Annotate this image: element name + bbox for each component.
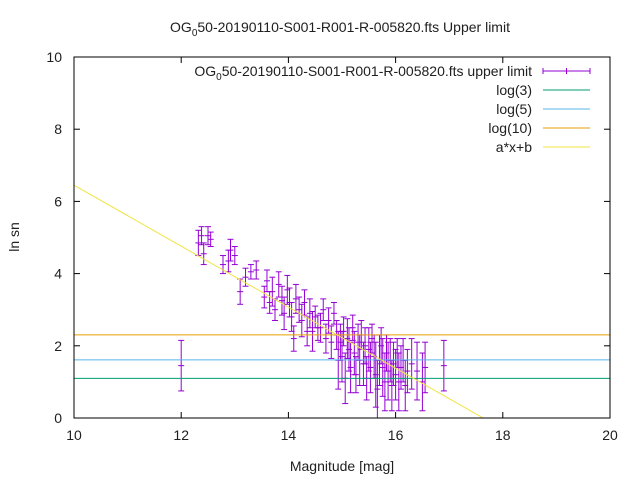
x-tick-label: 12 xyxy=(173,427,189,443)
y-axis-label: ln sn xyxy=(6,222,22,252)
legend-label-main: log(10) xyxy=(488,120,532,136)
y-tick-label: 6 xyxy=(54,193,62,209)
data-point xyxy=(231,246,238,266)
data-point xyxy=(237,278,244,305)
legend-entry: log(10) xyxy=(488,120,590,136)
data-point xyxy=(253,260,260,280)
legend-entry: OG050-20190110-S001-R001-R-005820.fts up… xyxy=(194,63,591,83)
data-point xyxy=(263,269,270,293)
x-tick-label: 14 xyxy=(281,427,297,443)
data-point xyxy=(320,298,327,322)
legend-label-main: log(5) xyxy=(496,101,532,117)
legend-label: log(5) xyxy=(496,101,532,117)
series-fit_line xyxy=(74,184,485,418)
y-tick-label: 8 xyxy=(54,121,62,137)
chart-title: OG050-20190110-S001-R001-R-005820.fts Up… xyxy=(170,19,510,39)
data-point xyxy=(220,255,227,275)
x-tick-label: 20 xyxy=(602,427,618,443)
x-axis-label: Magnitude [mag] xyxy=(290,458,394,474)
data-point xyxy=(385,341,392,401)
legend-label: a*x+b xyxy=(496,139,532,155)
fit-line xyxy=(74,184,485,418)
data-point xyxy=(272,298,278,322)
series-errorbars xyxy=(178,226,447,418)
legend-entry: log(3) xyxy=(496,82,590,98)
data-point xyxy=(309,311,316,352)
data-point xyxy=(292,283,299,314)
chart-title-subscript: 0 xyxy=(192,28,198,39)
data-point xyxy=(340,316,347,347)
data-point xyxy=(275,271,282,298)
y-tick-label: 10 xyxy=(46,49,62,65)
data-point xyxy=(281,296,288,331)
y-tick-label: 2 xyxy=(54,338,62,354)
data-point xyxy=(440,339,447,392)
x-tick-label: 10 xyxy=(66,427,82,443)
data-point xyxy=(200,242,207,266)
data-point xyxy=(247,264,254,280)
data-point xyxy=(325,307,332,334)
legend: OG050-20190110-S001-R001-R-005820.fts up… xyxy=(194,63,591,155)
data-point xyxy=(408,338,415,390)
legend-label-rest: 50-20190110-S001-R001-R-005820.fts upper… xyxy=(222,63,532,79)
legend-label-main: OG xyxy=(194,63,216,79)
chart-title-main: OG xyxy=(170,19,192,35)
data-point xyxy=(178,339,185,392)
y-tick-label: 0 xyxy=(54,410,62,426)
data-point xyxy=(205,226,211,246)
legend-entry: log(5) xyxy=(496,101,590,117)
data-point xyxy=(304,316,311,347)
data-point xyxy=(290,325,297,352)
x-tick-label: 18 xyxy=(495,427,511,443)
plot-frame xyxy=(73,56,611,419)
legend-label-main: log(3) xyxy=(496,82,532,98)
series-layer xyxy=(74,184,610,418)
data-point xyxy=(414,341,421,401)
data-point xyxy=(404,348,411,394)
data-point xyxy=(269,276,276,307)
legend-entry: a*x+b xyxy=(496,139,590,155)
data-point xyxy=(312,305,319,329)
data-point xyxy=(198,226,205,246)
legend-label-main: a*x+b xyxy=(496,139,532,155)
data-point xyxy=(298,303,305,338)
legend-label: log(10) xyxy=(488,120,532,136)
chart-title-rest: 50-20190110-S001-R001-R-005820.fts Upper… xyxy=(197,19,510,35)
data-point xyxy=(195,229,202,257)
y-tick-label: 4 xyxy=(54,266,62,282)
data-point xyxy=(301,289,308,316)
legend-label: OG050-20190110-S001-R001-R-005820.fts up… xyxy=(194,63,532,83)
data-point xyxy=(227,238,234,262)
legend-label: log(3) xyxy=(496,82,532,98)
x-tick-label: 16 xyxy=(388,427,404,443)
data-point xyxy=(261,285,268,309)
ticks-layer: 10 12 14 16 18 20 0 2 4 6 8 10 xyxy=(46,49,618,443)
data-point xyxy=(207,231,214,248)
data-point xyxy=(419,352,426,412)
legend-label-subscript: 0 xyxy=(216,72,222,83)
data-point xyxy=(317,312,324,343)
data-point xyxy=(306,298,313,329)
data-point xyxy=(422,341,429,394)
data-point xyxy=(296,296,303,323)
